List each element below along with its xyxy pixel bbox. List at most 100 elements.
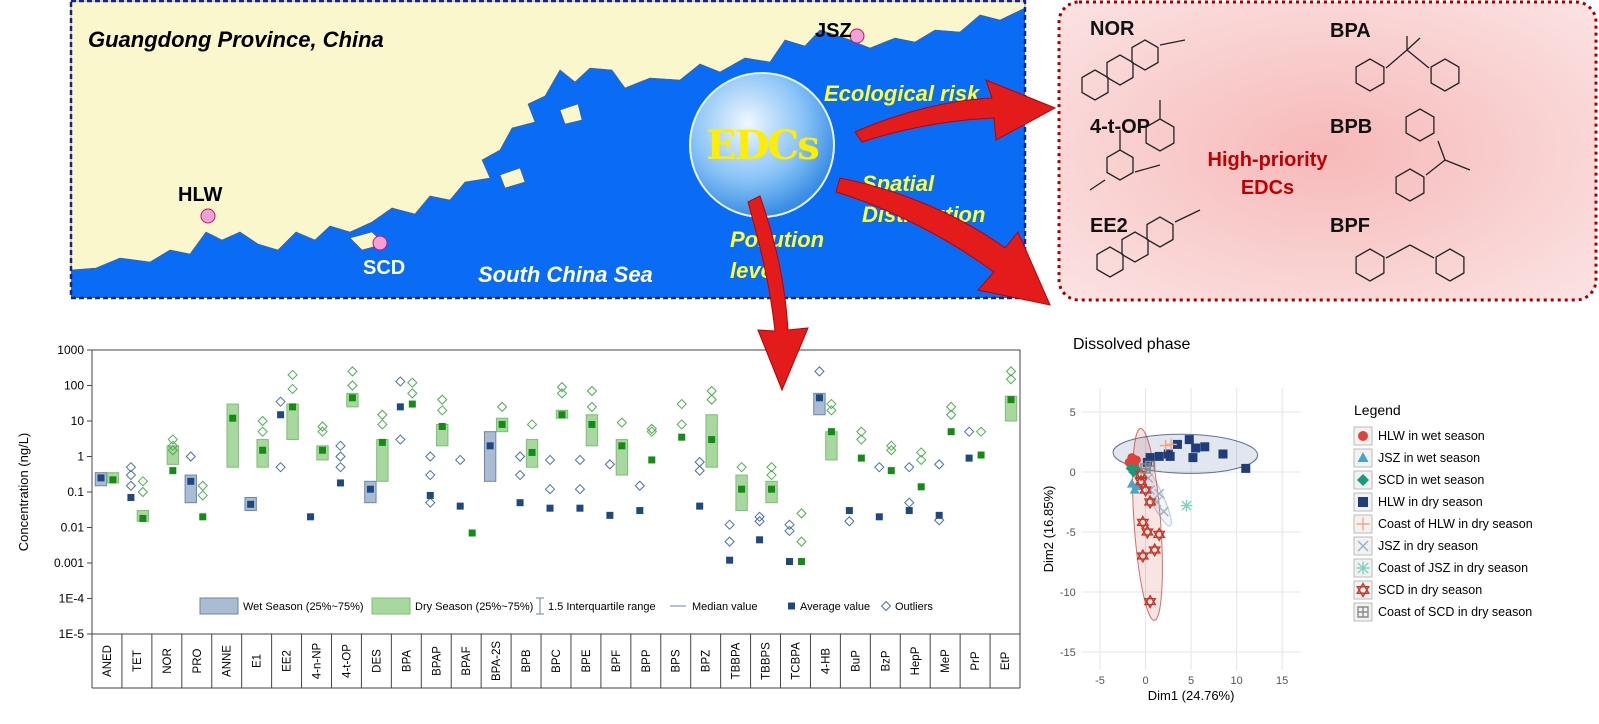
map-frame bbox=[69, 0, 1027, 300]
point bbox=[1143, 594, 1157, 609]
sea-label: South China Sea bbox=[478, 262, 653, 287]
mean-marker bbox=[169, 467, 177, 475]
legend-label: 1.5 Interquartile range bbox=[548, 601, 656, 613]
outlier bbox=[646, 426, 658, 437]
legend-label: Coast of JSZ in dry season bbox=[1378, 561, 1528, 575]
outlier bbox=[407, 377, 418, 388]
mean-marker bbox=[636, 507, 644, 515]
outlier bbox=[395, 376, 406, 387]
outlier bbox=[454, 454, 466, 466]
legend-marker bbox=[1356, 582, 1370, 598]
x-tick-label: BPS bbox=[671, 649, 683, 672]
outlier bbox=[335, 440, 346, 452]
outlier bbox=[275, 461, 286, 473]
outlier bbox=[796, 536, 807, 547]
compound-label: BPB bbox=[1330, 116, 1373, 138]
outlier bbox=[377, 409, 388, 420]
x-tick-label: BPAF bbox=[461, 646, 473, 675]
outlier bbox=[766, 461, 777, 473]
bond bbox=[1406, 37, 1421, 51]
bond bbox=[1174, 209, 1201, 223]
outlier bbox=[257, 426, 268, 437]
point bbox=[1241, 463, 1251, 473]
site-label: SCD bbox=[363, 257, 406, 279]
outlier bbox=[646, 423, 658, 435]
y-tick-label: 0.001 bbox=[54, 556, 84, 570]
outlier bbox=[1005, 366, 1017, 377]
point bbox=[1218, 449, 1228, 459]
point bbox=[1188, 453, 1198, 463]
arrow-label: Pollution level bbox=[730, 227, 825, 283]
legend-marker bbox=[1356, 561, 1370, 575]
outlier bbox=[125, 469, 137, 481]
x-tick-label: 5 bbox=[1188, 675, 1194, 687]
x-tick-label: BuP bbox=[850, 650, 862, 672]
legend-label: SCD in wet season bbox=[1378, 473, 1484, 487]
outlier bbox=[826, 398, 837, 410]
outlier bbox=[796, 508, 807, 519]
mean-marker bbox=[785, 558, 793, 566]
outlier bbox=[904, 497, 915, 508]
ring bbox=[1430, 58, 1460, 92]
mean-marker bbox=[486, 442, 494, 450]
legend-label: HLW in dry season bbox=[1378, 495, 1483, 509]
outlier bbox=[826, 405, 837, 416]
bond bbox=[1425, 159, 1446, 176]
outlier bbox=[724, 536, 735, 547]
legend-label: Dry Season (25%~75%) bbox=[415, 601, 533, 613]
mean-marker bbox=[139, 514, 147, 522]
y-tick-label: 1E-5 bbox=[59, 627, 85, 641]
legend-swatch bbox=[371, 597, 411, 615]
mean-marker bbox=[516, 499, 524, 507]
legend-label: HLW in wet season bbox=[1378, 429, 1485, 443]
outlier bbox=[425, 451, 436, 462]
outlier bbox=[514, 469, 526, 481]
y-tick-label: -5 bbox=[1066, 527, 1076, 539]
y-tick-label: 1 bbox=[77, 450, 84, 464]
mean-marker bbox=[857, 454, 865, 462]
region-label: Guangdong Province, China bbox=[88, 27, 384, 52]
x-tick-label: BPA-2S bbox=[491, 641, 503, 681]
outlier bbox=[574, 483, 586, 495]
outlier bbox=[125, 461, 137, 473]
mean-marker bbox=[378, 438, 386, 446]
outlier bbox=[437, 405, 448, 416]
mean-marker bbox=[947, 428, 955, 436]
box bbox=[585, 414, 599, 447]
point bbox=[1184, 435, 1194, 445]
box bbox=[184, 474, 197, 504]
compound-label: EE2 bbox=[1090, 215, 1128, 237]
x-tick-label: ANNE bbox=[222, 645, 234, 677]
mean-marker bbox=[576, 504, 584, 512]
mean-marker bbox=[277, 411, 285, 419]
x-tick-label: EE2 bbox=[282, 650, 294, 672]
outlier bbox=[425, 469, 436, 481]
outlier bbox=[754, 516, 765, 527]
x-tick-label: BPA bbox=[401, 650, 413, 672]
mean-marker bbox=[259, 446, 267, 454]
x-tick-label: BPZ bbox=[701, 650, 713, 672]
mean-marker bbox=[648, 456, 656, 464]
mean-marker bbox=[965, 454, 973, 462]
legend-label: Outliers bbox=[895, 601, 933, 613]
mean-marker bbox=[456, 502, 464, 510]
outlier bbox=[347, 366, 358, 377]
outlier bbox=[335, 461, 346, 473]
point bbox=[1143, 494, 1157, 510]
mean-marker bbox=[1007, 396, 1015, 404]
y-tick-label: 0.01 bbox=[61, 521, 85, 535]
legend-swatch bbox=[199, 597, 239, 615]
outlier bbox=[963, 426, 975, 437]
y-tick-label: 0.1 bbox=[67, 485, 84, 499]
point bbox=[1154, 488, 1165, 499]
chart-title: Dissolved phase bbox=[1073, 336, 1191, 353]
mean-marker bbox=[678, 433, 686, 441]
mean-marker bbox=[438, 422, 446, 430]
arrow-label: Spatial Distribution bbox=[862, 171, 986, 227]
x-tick-label: BPF bbox=[611, 650, 623, 672]
outlier bbox=[317, 421, 328, 432]
outlier bbox=[556, 388, 568, 399]
outlier bbox=[814, 366, 825, 377]
mean-marker bbox=[917, 483, 925, 491]
outlier bbox=[167, 440, 179, 452]
